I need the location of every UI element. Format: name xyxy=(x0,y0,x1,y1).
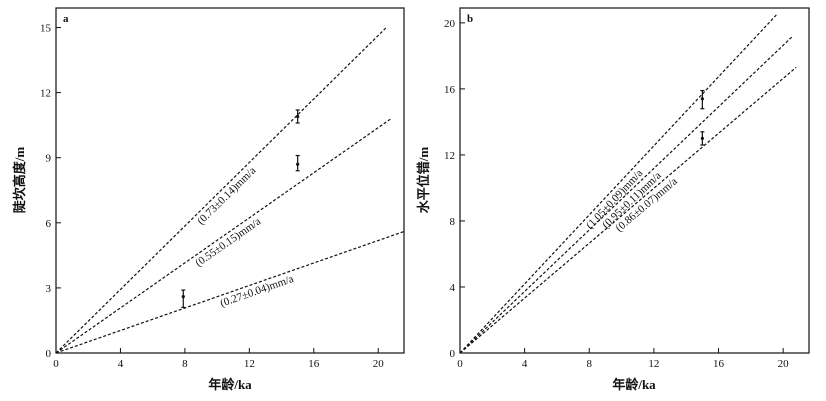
y-tick-label: 20 xyxy=(444,18,456,30)
x-tick-label: 0 xyxy=(53,358,59,370)
x-tick-label: 12 xyxy=(244,358,255,370)
x-tick-label: 4 xyxy=(522,358,528,370)
rate-label: (0.27±0.04)mm/a xyxy=(219,273,296,310)
y-tick-label: 0 xyxy=(46,348,52,360)
y-tick-label: 3 xyxy=(46,283,52,295)
x-tick-label: 12 xyxy=(648,358,659,370)
fit-line xyxy=(459,66,797,354)
x-tick-label: 0 xyxy=(457,358,463,370)
fit-line xyxy=(55,230,405,354)
y-tick-label: 12 xyxy=(40,88,51,100)
x-axis-title: 年龄/ka xyxy=(208,377,252,392)
panel-letter: b xyxy=(467,13,473,25)
x-tick-label: 20 xyxy=(373,358,385,370)
x-tick-label: 20 xyxy=(778,358,790,370)
panel-b-marks: 0 4 8 12 16 20048121620(1.05±0.09)mm/a(0.95±0… xyxy=(444,14,797,370)
panel-b: b 年龄/ka 水平位错/m 0 4 8 12 16 20048121620(1.05±0… xyxy=(416,7,810,392)
fit-line xyxy=(55,27,387,354)
panel-a: a 年龄/ka 陡坎高度/m 0 4 8 12 16 2003691215(0.73±0.… xyxy=(12,7,405,392)
x-tick-label: 8 xyxy=(587,358,593,370)
y-tick-label: 6 xyxy=(46,218,52,230)
data-point xyxy=(181,294,185,299)
x-tick-label: 8 xyxy=(182,358,188,370)
y-tick-label: 9 xyxy=(46,153,52,165)
fit-line xyxy=(459,35,794,354)
y-tick-label: 16 xyxy=(444,84,456,96)
panel-letter: a xyxy=(63,13,69,25)
y-tick-label: 4 xyxy=(450,282,456,294)
data-point xyxy=(700,97,704,101)
data-point xyxy=(700,136,704,141)
y-tick-label: 12 xyxy=(444,150,455,162)
y-tick-label: 8 xyxy=(450,216,456,228)
y-axis-title: 陡坎高度/m xyxy=(12,147,27,214)
y-axis-title: 水平位错/m xyxy=(416,147,431,214)
panel-a-marks: 0 4 8 12 16 2003691215(0.73±0.14)mm/a(0.55±0.… xyxy=(40,23,405,370)
fit-line xyxy=(55,118,392,354)
x-tick-label: 16 xyxy=(713,358,725,370)
plot-frame xyxy=(55,7,405,354)
fit-line xyxy=(459,14,778,354)
plot-frame xyxy=(459,7,810,354)
data-point xyxy=(296,162,300,166)
x-tick-label: 16 xyxy=(308,358,320,370)
x-tick-label: 4 xyxy=(118,358,124,370)
y-tick-label: 15 xyxy=(40,23,52,35)
x-axis-title: 年龄/ka xyxy=(612,377,656,392)
y-tick-label: 0 xyxy=(450,348,456,360)
data-point xyxy=(296,114,300,119)
